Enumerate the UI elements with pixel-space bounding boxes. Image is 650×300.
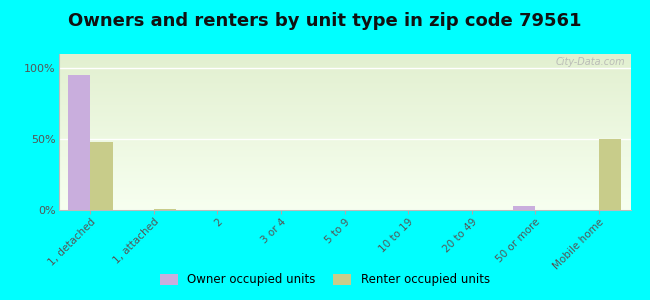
Bar: [90, 142, 112, 210]
Legend: Owner occupied units, Renter occupied units: Owner occupied units, Renter occupied un…: [155, 269, 495, 291]
Text: Owners and renters by unit type in zip code 79561: Owners and renters by unit type in zip c…: [68, 12, 582, 30]
Text: City-Data.com: City-Data.com: [555, 57, 625, 67]
Bar: [154, 208, 176, 210]
Bar: [68, 75, 90, 210]
Bar: [599, 139, 621, 210]
Bar: [513, 206, 535, 210]
